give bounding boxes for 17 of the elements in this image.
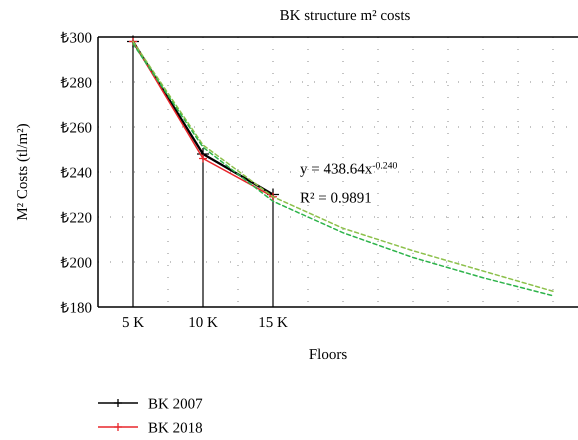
x-tick-label: 10 K <box>188 315 218 331</box>
annotation: y = 438.64x$^{-0.240}$ <box>300 160 398 178</box>
y-tick-label: ₺280 <box>60 75 92 92</box>
x-axis-title: Floors <box>308 347 348 363</box>
legend-label: BK 2018 <box>148 420 203 436</box>
y-tick-label: ₺240 <box>60 165 92 182</box>
y-tick-label: ₺200 <box>60 255 92 272</box>
y-axis-title: M² Costs (tl/m²) <box>15 123 31 221</box>
y-tick-label: ₺260 <box>60 120 92 136</box>
x-tick-label: 5 K <box>122 315 144 331</box>
annotation: R² = 0.9891 <box>300 190 372 206</box>
chart-title: BK structure m² costs <box>280 8 411 24</box>
legend-label: BK 2007 <box>148 396 204 412</box>
y-tick-label: ₺220 <box>60 210 92 226</box>
x-tick-label: 15 K <box>258 315 288 331</box>
y-tick-label: ₺180 <box>60 300 92 316</box>
y-tick-label: ₺300 <box>60 30 92 46</box>
